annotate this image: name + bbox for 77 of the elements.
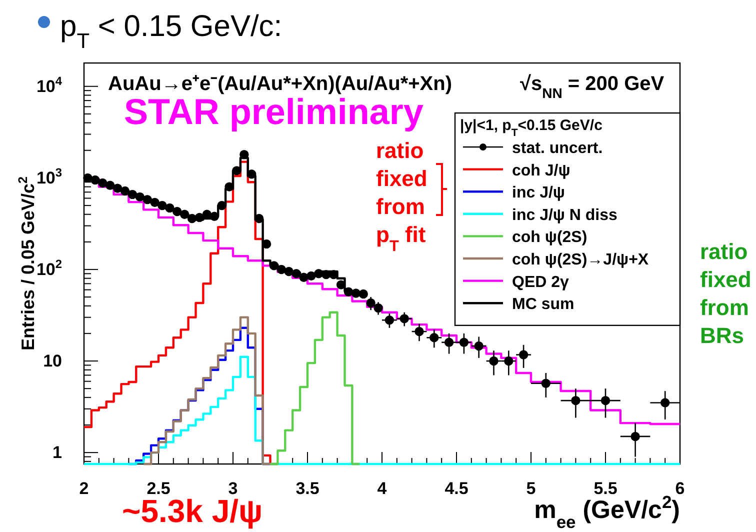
legend-label: coh J/ψ [512,162,570,180]
point [128,190,138,200]
point [135,192,144,202]
point [489,356,498,366]
point [240,150,249,160]
point [172,206,182,216]
point [276,264,286,274]
point [284,266,294,276]
point [269,261,279,270]
point [384,315,394,325]
legend-label: coh ψ(2S) [512,229,588,246]
point [165,203,174,213]
point [217,200,226,210]
point [112,184,122,193]
legend-title: |y|<1, p$_{T}$<0.15 GeV/c [460,117,602,139]
point [400,314,409,324]
point [180,210,190,219]
point [600,396,610,406]
point [366,298,376,308]
point [630,432,640,442]
y-tick-label: 10$^{4}$ [36,74,62,96]
x-tick-label: 5 [526,479,536,498]
point [660,398,670,408]
point [351,288,361,298]
point [105,180,115,190]
legend-label: inc J/ψ N diss [512,206,618,224]
point [158,200,167,210]
point [444,338,454,347]
point [83,173,92,183]
point [474,341,484,351]
point [254,214,264,224]
chart-title: p$_{T}$ < 0.15 GeV/c: [60,10,282,52]
point [374,303,383,313]
point [299,272,308,282]
point [98,178,108,188]
point [150,198,160,208]
x-tick-label: 3.5 [296,479,320,498]
point [90,175,100,185]
point [459,338,469,347]
legend-label: MC sum [512,296,574,314]
point [224,182,234,192]
point [292,269,301,278]
x-tick-label: 5.5 [594,479,618,498]
x-tick-label: 2 [79,479,89,498]
point [571,396,580,406]
legend-label: inc J/ψ [512,184,565,202]
x-tick-label: 4 [377,479,388,498]
point [142,194,152,204]
point [358,289,368,299]
point [518,350,528,360]
point [202,210,212,219]
point [120,186,130,196]
point [414,326,424,336]
point [306,271,316,281]
point [541,378,550,388]
y-tick-label: 1 [52,443,62,462]
point [344,287,354,296]
text: ratio fixed from BRs [700,239,752,348]
point [504,356,514,366]
point [187,214,197,224]
y-tick-label: 10 [43,351,62,370]
point [430,333,439,342]
text: AuAu→e⁺e⁻(Au/Au*+Xn)(Au/Au*+Xn) [108,73,452,95]
x-tick-label: 6 [675,479,685,498]
point [336,280,346,290]
legend-label: coh ψ(2S)→J/ψ+X [512,252,649,268]
legend-label: stat. uncert. [512,140,603,157]
annotation: √s$_{NN}$ = 200 GeV [520,73,665,101]
point [232,166,242,176]
point [194,212,204,222]
annotation: ratio fixed from p$_{T}$ fit [376,138,428,254]
y-tick-label: 10$^{2}$ [36,256,62,279]
legend-label: QED 2γ [512,274,570,291]
point [328,270,338,280]
y-tick-label: 10$^{3}$ [36,165,62,188]
point [247,170,256,179]
x-tick-label: 4.5 [444,479,468,498]
